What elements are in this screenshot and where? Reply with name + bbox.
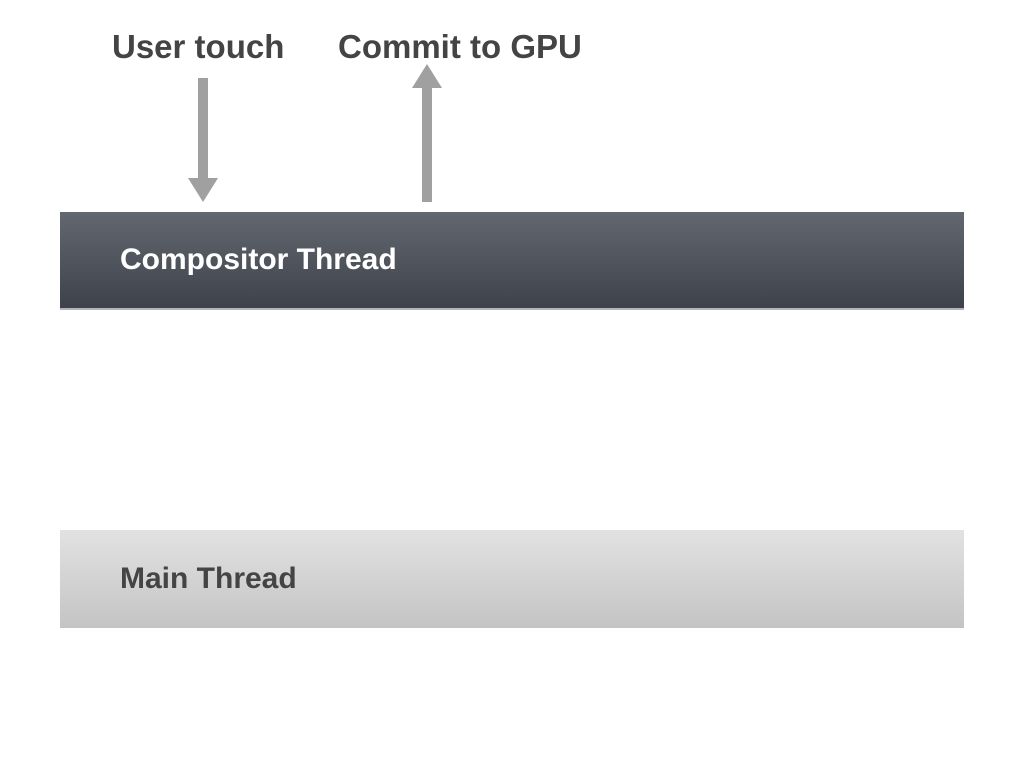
band-compositor-thread: Compositor Thread (60, 212, 964, 310)
label-user-touch: User touch (112, 28, 284, 66)
band-main-thread: Main Thread (60, 530, 964, 628)
band-compositor-title: Compositor Thread (60, 243, 397, 277)
arrow-user-touch-down (186, 76, 220, 204)
band-main-title: Main Thread (60, 562, 297, 596)
label-commit-gpu: Commit to GPU (338, 28, 582, 66)
arrow-commit-gpu-up (410, 62, 444, 204)
